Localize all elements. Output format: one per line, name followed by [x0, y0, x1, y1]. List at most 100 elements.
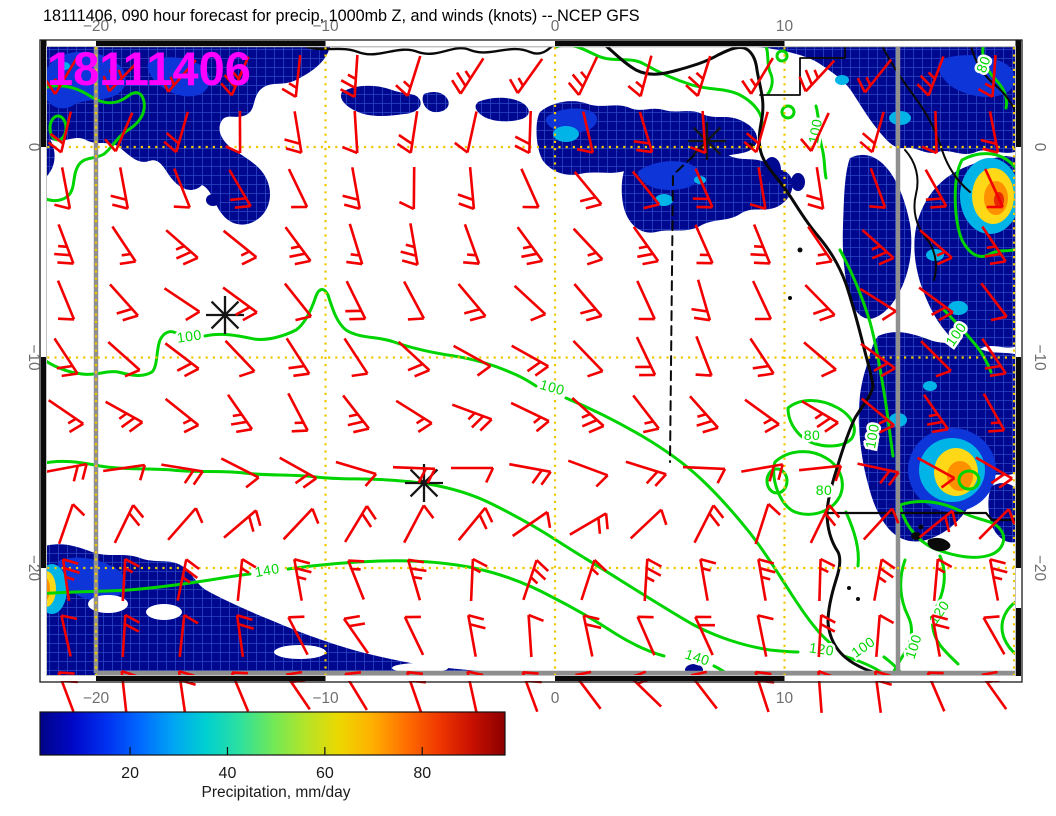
wind-barb: [750, 224, 772, 265]
wind-barb: [689, 395, 719, 434]
wind-barb: [875, 613, 895, 658]
wind-barb: [988, 558, 1008, 601]
colorbar-gradient: [39, 711, 506, 756]
wind-barb: [918, 509, 958, 539]
init-time-stamp: 18111406: [47, 42, 251, 95]
wind-barb: [511, 510, 552, 538]
wind-barb: [60, 614, 78, 657]
lon-tick-bottom: −10: [312, 690, 339, 707]
wind-barb: [282, 507, 320, 541]
wind-barb: [457, 283, 487, 322]
colorbar-tick-label: 60: [316, 765, 334, 782]
lake: [918, 524, 924, 530]
wind-barb: [403, 615, 425, 656]
wind-barb: [222, 229, 258, 266]
wind-barb: [981, 225, 1007, 266]
wind-barb: [160, 59, 197, 93]
wind-barb: [751, 280, 773, 321]
wind-barb: [403, 504, 435, 544]
wind-barb: [803, 341, 837, 378]
wind-barb: [527, 613, 544, 658]
wind-barb: [469, 557, 488, 602]
figure-title: 18111406, 090 hour forecast for precip, …: [43, 7, 640, 25]
wind-barb: [463, 223, 481, 265]
inland-border: [904, 149, 937, 281]
wind-barb: [978, 508, 1016, 540]
wind-barb: [744, 398, 780, 434]
wind-barb: [236, 557, 257, 602]
wind-barb: [799, 112, 830, 152]
country-border: [759, 41, 846, 96]
wind-barb: [161, 463, 204, 486]
wind-barb: [225, 110, 242, 155]
inner-frame: [46, 46, 1016, 676]
border-seg: [555, 675, 785, 681]
outer-frame: [39, 39, 1023, 683]
lake: [927, 537, 951, 552]
wind-barb: [694, 224, 714, 265]
lon-tick-bottom: −20: [83, 690, 110, 707]
wind-barb: [406, 558, 427, 601]
wind-barb: [924, 169, 948, 209]
wind-barb: [104, 400, 144, 433]
wind-barb: [451, 466, 495, 484]
wind-barb: [172, 168, 192, 209]
contour-label-120: 120: [925, 597, 952, 627]
wind-barb: [922, 394, 950, 434]
wind-barb: [395, 399, 433, 433]
wind-barb: [632, 394, 660, 434]
wind-barb: [873, 558, 896, 601]
wind-barb: [284, 226, 312, 266]
wind-barb: [113, 504, 145, 544]
wind-barb: [402, 280, 426, 321]
wind-barb: [798, 59, 836, 93]
wind-barb: [695, 335, 713, 377]
wind-barb: [396, 111, 419, 154]
wind-barb: [103, 463, 147, 481]
island-dot: [788, 296, 792, 300]
border-seg: [1015, 608, 1021, 676]
wind-barb: [45, 57, 78, 95]
lake: [911, 532, 921, 540]
wind-barb: [287, 615, 309, 656]
wind-barb: [508, 58, 544, 94]
wind-barb: [807, 225, 833, 266]
wind-barb: [981, 337, 1007, 378]
wind-barb: [164, 397, 200, 434]
wind-barb: [916, 456, 956, 489]
wind-barb: [395, 55, 422, 97]
lon-tick-top: −10: [312, 18, 339, 35]
contour-label-100: 100: [848, 633, 878, 660]
wind-barb: [285, 337, 311, 378]
wind-barb: [692, 168, 714, 209]
wind-barb: [817, 613, 836, 658]
wind-barb: [165, 229, 199, 266]
border-seg: [96, 41, 326, 47]
wind-barb: [636, 615, 656, 656]
wind-barb: [635, 336, 657, 377]
wind-barb: [284, 111, 303, 154]
wind-barb: [982, 393, 1006, 433]
wind-barb: [569, 512, 609, 536]
colorbar-ticks: 20 40 60 80: [121, 747, 431, 782]
wind-barb: [121, 613, 141, 658]
wind-barb: [582, 614, 602, 657]
wind-barb: [916, 55, 945, 97]
wind-barb: [457, 506, 494, 542]
wind-barb: [859, 111, 885, 154]
wind-barb: [451, 403, 493, 432]
wind-barb: [452, 344, 492, 377]
wind-barb: [163, 287, 201, 322]
wind-barb: [228, 169, 252, 209]
lat-tick-left: 0: [25, 143, 42, 152]
wind-barb: [919, 229, 953, 266]
wind-barb: [682, 465, 727, 484]
wind-barb: [741, 463, 784, 482]
wind-barb: [804, 284, 836, 322]
wind-barb: [580, 559, 608, 601]
wind-barb: [111, 225, 137, 266]
border-band-top: [40, 41, 1022, 47]
wind-barb: [397, 340, 431, 378]
